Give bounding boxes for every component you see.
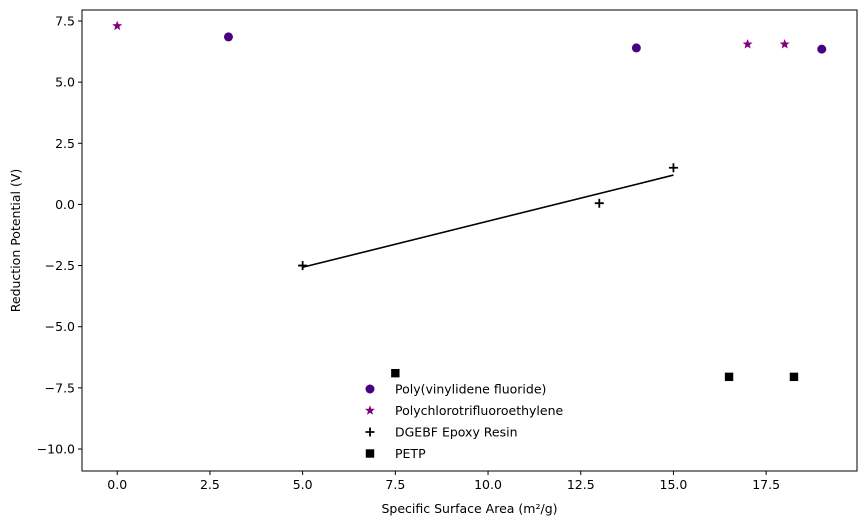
x-axis: 0.0 2.5 5.0 7.5 10.0 12.5 15.0 17.5 bbox=[107, 471, 780, 492]
data-point bbox=[298, 261, 308, 271]
data-point bbox=[594, 198, 604, 208]
y-tick-label: 7.5 bbox=[55, 14, 75, 29]
y-tick-label: −7.5 bbox=[45, 380, 75, 395]
x-tick-label: 12.5 bbox=[567, 477, 595, 492]
data-point bbox=[742, 39, 753, 49]
trend-line bbox=[302, 174, 674, 269]
data-point bbox=[391, 368, 400, 378]
y-tick-label: −10.0 bbox=[37, 441, 75, 456]
data-point bbox=[779, 39, 790, 49]
y-axis: −10.0 −7.5 −5.0 −2.5 0.0 2.5 5.0 7.5 bbox=[37, 14, 82, 456]
data-point bbox=[817, 44, 827, 54]
data-point bbox=[223, 32, 233, 42]
legend-marker bbox=[365, 427, 375, 437]
y-tick-label: 0.0 bbox=[55, 197, 75, 212]
x-axis-label: Specific Surface Area (m²/g) bbox=[381, 501, 557, 516]
legend-marker bbox=[365, 384, 375, 394]
y-tick-label: −5.0 bbox=[45, 319, 75, 334]
x-tick-label: 2.5 bbox=[200, 477, 220, 492]
legend-marker bbox=[365, 405, 375, 415]
y-tick-label: −2.5 bbox=[45, 258, 75, 273]
x-tick-label: 5.0 bbox=[293, 477, 313, 492]
y-tick-label: 5.0 bbox=[55, 75, 75, 90]
data-point bbox=[631, 43, 641, 53]
x-tick-label: 0.0 bbox=[107, 477, 127, 492]
y-axis-label: Reduction Potential (V) bbox=[8, 169, 23, 313]
data-point bbox=[112, 20, 123, 31]
x-tick-label: 17.5 bbox=[752, 477, 780, 492]
legend: Poly(vinylidene fluoride) Polychlorotrifl… bbox=[365, 382, 564, 461]
y-tick-label: 2.5 bbox=[55, 136, 75, 151]
legend-label: PETP bbox=[395, 446, 426, 461]
legend-marker bbox=[365, 449, 375, 458]
plot-frame bbox=[81, 9, 858, 472]
data-point bbox=[789, 372, 799, 382]
x-tick-label: 15.0 bbox=[660, 477, 688, 492]
legend-label: Polychlorotrifluoroethylene bbox=[395, 403, 564, 418]
legend-label: Poly(vinylidene fluoride) bbox=[395, 382, 546, 397]
x-tick-label: 10.0 bbox=[474, 477, 502, 492]
data-point bbox=[724, 372, 734, 382]
plot-marks bbox=[112, 20, 827, 382]
data-point bbox=[668, 163, 678, 173]
legend-label: DGEBF Epoxy Resin bbox=[395, 425, 518, 440]
x-tick-label: 7.5 bbox=[385, 477, 405, 492]
